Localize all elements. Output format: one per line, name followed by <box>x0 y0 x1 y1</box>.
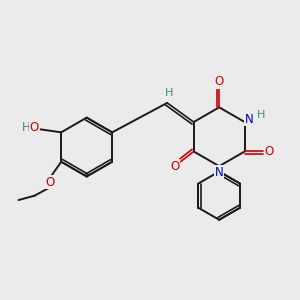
Text: O: O <box>45 176 54 189</box>
Text: O: O <box>214 75 224 88</box>
Text: H: H <box>22 122 31 134</box>
Text: O: O <box>170 160 179 173</box>
Text: O: O <box>265 145 274 158</box>
Text: O: O <box>29 122 39 134</box>
Text: N: N <box>215 166 224 178</box>
Text: H: H <box>164 88 173 98</box>
Text: N: N <box>245 112 254 126</box>
Text: H: H <box>257 110 265 120</box>
